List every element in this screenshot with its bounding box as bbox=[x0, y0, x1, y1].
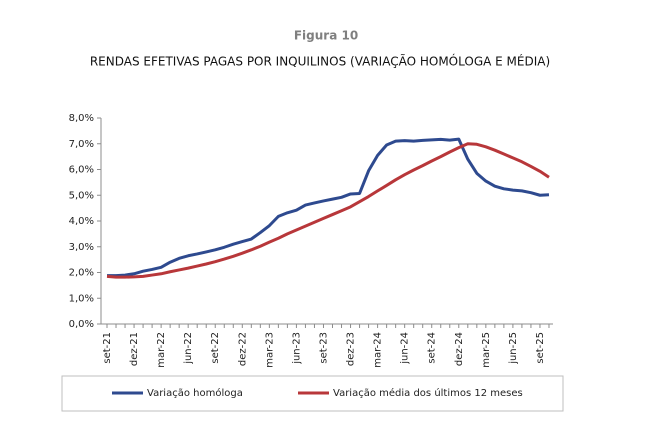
y-tick-label: 4,0% bbox=[69, 216, 94, 227]
y-tick-label: 7,0% bbox=[69, 139, 94, 150]
legend-label: Variação média dos últimos 12 meses bbox=[333, 387, 523, 399]
series-line bbox=[106, 142, 550, 279]
x-tick-label: jun-22 bbox=[183, 332, 194, 365]
x-tick-label: dez-23 bbox=[346, 332, 357, 366]
legend-label: Variação homóloga bbox=[147, 387, 243, 399]
y-tick-label: 1,0% bbox=[69, 293, 94, 304]
chart-title: Figura 10 bbox=[294, 29, 358, 43]
y-tick-label: 6,0% bbox=[69, 165, 94, 176]
y-tick-label: 8,0% bbox=[69, 113, 94, 124]
x-tick-label: dez-22 bbox=[237, 332, 248, 366]
x-tick-label: set-22 bbox=[210, 332, 221, 364]
legend-box bbox=[61, 375, 564, 412]
x-tick-label: set-25 bbox=[535, 332, 546, 364]
y-tick-label: 5,0% bbox=[69, 190, 94, 201]
x-tick-label: mar-24 bbox=[373, 332, 384, 368]
x-tick-label: mar-23 bbox=[264, 332, 275, 368]
x-tick-label: set-23 bbox=[318, 332, 329, 364]
series-line bbox=[107, 137, 550, 278]
x-tick-label: set-24 bbox=[427, 332, 438, 364]
x-tick-label: mar-25 bbox=[481, 332, 492, 368]
x-tick-label: jun-24 bbox=[400, 332, 411, 365]
x-tick-label: dez-21 bbox=[129, 332, 140, 366]
y-tick-label: 3,0% bbox=[69, 242, 94, 253]
x-tick-label: set-21 bbox=[102, 332, 113, 364]
x-tick-label: mar-22 bbox=[156, 332, 167, 368]
x-tick-label: jun-25 bbox=[508, 332, 519, 365]
y-tick-label: 2,0% bbox=[69, 268, 94, 279]
x-tick-label: dez-24 bbox=[454, 332, 465, 366]
y-tick-label: 0,0% bbox=[69, 319, 94, 330]
chart-subtitle: RENDAS EFETIVAS PAGAS POR INQUILINOS (VA… bbox=[90, 54, 550, 69]
x-tick-label: jun-23 bbox=[291, 332, 302, 365]
